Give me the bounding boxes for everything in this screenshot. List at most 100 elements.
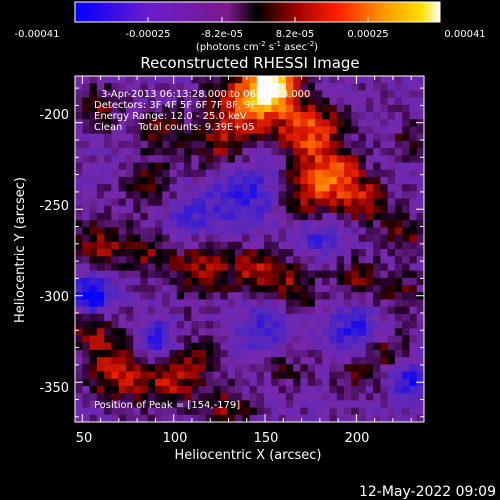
heatmap-cell <box>365 407 374 416</box>
heatmap-cell <box>373 162 381 171</box>
heatmap-cell <box>394 241 403 250</box>
colorbar-gradient <box>74 1 441 23</box>
heatmap-cell <box>154 285 163 293</box>
colorbar-tick-label: 8.2e-05 <box>276 29 314 40</box>
heatmap-cell <box>213 313 222 322</box>
heatmap-cell <box>162 119 171 128</box>
heatmap-cell <box>75 299 83 308</box>
heatmap-cell <box>256 357 265 365</box>
heatmap-cell <box>300 385 309 394</box>
heatmap-cell <box>329 234 338 243</box>
heatmap-cell <box>162 299 171 308</box>
heatmap-cell <box>89 270 98 279</box>
heatmap-cell <box>96 249 105 257</box>
heatmap-cell <box>154 241 163 250</box>
heatmap-cell <box>125 220 134 228</box>
heatmap-cell <box>191 205 200 214</box>
heatmap-cell <box>147 328 156 337</box>
heatmap-cell <box>402 285 411 293</box>
heatmap-cell <box>184 104 192 113</box>
heatmap-cell <box>140 97 149 106</box>
heatmap-cell <box>184 349 192 358</box>
heatmap-cell <box>344 306 352 315</box>
heatmap-cell <box>205 97 214 106</box>
heatmap-cell <box>314 328 323 337</box>
heatmap-cell <box>365 234 374 243</box>
heatmap-cell <box>394 299 403 308</box>
heatmap-cell <box>336 112 345 120</box>
heatmap-cell <box>409 270 418 279</box>
heatmap-cell <box>176 306 185 315</box>
heatmap-cell <box>154 169 163 178</box>
heatmap-cell <box>365 270 374 279</box>
heatmap-cell <box>373 155 381 164</box>
heatmap-cell <box>198 349 207 358</box>
heatmap-cell <box>322 148 331 156</box>
clean-counts-annotation: Clean Total counts: 9.39E+05 <box>94 122 254 133</box>
heatmap-cell <box>402 126 411 135</box>
heatmap-cell <box>300 364 309 373</box>
heatmap-cell <box>198 76 207 84</box>
heatmap-cell <box>89 371 98 380</box>
heatmap-cell <box>264 90 272 99</box>
heatmap-cell <box>220 133 229 142</box>
heatmap-cell <box>89 191 98 200</box>
heatmap-cell <box>220 97 229 106</box>
heatmap-cell <box>198 169 207 178</box>
heatmap-cell <box>256 299 265 308</box>
heatmap-cell <box>169 198 178 207</box>
heatmap-cell <box>191 90 200 99</box>
heatmap-cell <box>344 104 352 113</box>
heatmap-cell <box>394 328 403 337</box>
heatmap-cell <box>380 76 389 84</box>
heatmap-cell <box>351 313 360 322</box>
heatmap-cell <box>271 184 280 192</box>
heatmap-cell <box>409 97 418 106</box>
heatmap-cell <box>256 198 265 207</box>
heatmap-cell <box>89 277 98 286</box>
heatmap-cell <box>184 205 192 214</box>
heatmap-cell <box>373 198 381 207</box>
heatmap-cell <box>227 277 236 286</box>
heatmap-cell <box>140 76 149 84</box>
heatmap-cell <box>307 407 316 416</box>
heatmap-cell <box>242 97 251 106</box>
heatmap-cell <box>344 191 352 200</box>
heatmap-cell <box>147 378 156 387</box>
heatmap-cell <box>394 76 403 84</box>
heatmap-cell <box>154 227 163 236</box>
heatmap-cell <box>96 313 105 322</box>
heatmap-cell <box>416 407 424 416</box>
heatmap-cell <box>336 385 345 394</box>
heatmap-cell <box>242 328 251 337</box>
heatmap-cell <box>344 97 352 106</box>
heatmap-cell <box>271 277 280 286</box>
heatmap-cell <box>96 205 105 214</box>
heatmap-cell <box>242 126 251 135</box>
heatmap-cell <box>300 321 309 329</box>
heatmap-cell <box>118 119 127 128</box>
heatmap-cell <box>82 140 91 149</box>
heatmap-cell <box>409 162 418 171</box>
heatmap-cell <box>402 364 411 373</box>
heatmap-cell <box>162 162 171 171</box>
heatmap-cell <box>89 126 98 135</box>
heatmap-cell <box>75 407 83 416</box>
heatmap-cell <box>409 83 418 92</box>
heatmap-cell <box>285 306 294 315</box>
heatmap-cell <box>184 90 192 99</box>
heatmap-cell <box>394 277 403 286</box>
heatmap-cell <box>264 378 272 387</box>
heatmap-cell <box>307 321 316 329</box>
heatmap-cell <box>300 349 309 358</box>
heatmap-cell <box>89 155 98 164</box>
heatmap-cell <box>249 378 258 387</box>
heatmap-cell <box>387 364 396 373</box>
heatmap-cell <box>133 263 142 272</box>
heatmap-cell <box>111 234 120 243</box>
heatmap-cell <box>344 234 352 243</box>
heatmap-cell <box>380 292 389 301</box>
heatmap-cell <box>314 104 323 113</box>
heatmap-cell <box>336 299 345 308</box>
heatmap-cell <box>213 407 222 416</box>
